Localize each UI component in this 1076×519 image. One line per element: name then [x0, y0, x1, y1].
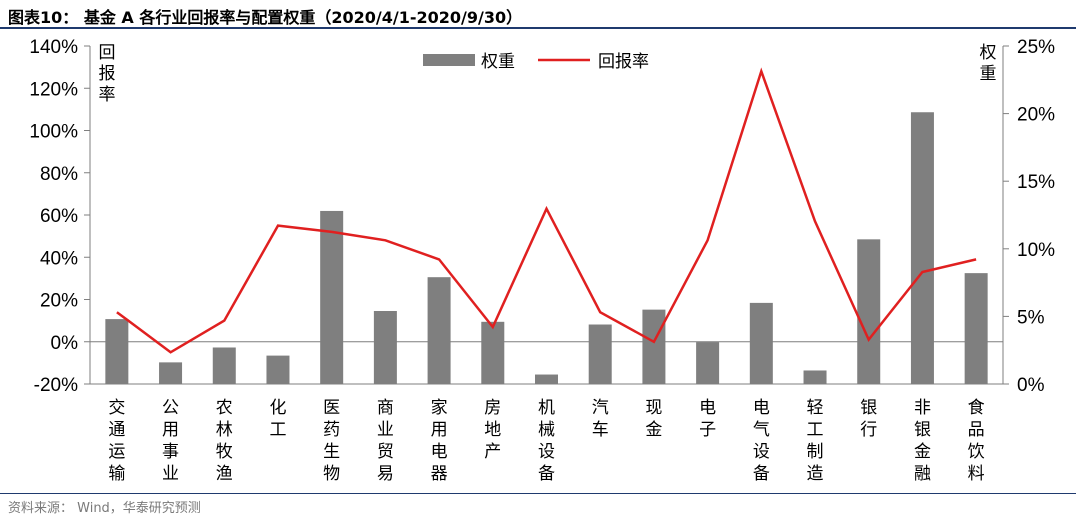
- left-tick-label: 20%: [40, 291, 78, 312]
- bar-食品饮料: [964, 273, 988, 384]
- category-label: 现金: [645, 398, 662, 440]
- category-label: 化工: [269, 398, 286, 440]
- bar-交通运输: [105, 319, 129, 384]
- bar-非银金融: [910, 112, 934, 385]
- left-tick-label: 120%: [29, 79, 78, 100]
- legend-line-label: 回报率: [598, 52, 649, 72]
- bar-机械设备: [535, 374, 558, 384]
- left-tick-label: 60%: [40, 206, 78, 227]
- right-tick-label: 0%: [1017, 375, 1045, 396]
- left-tick-label: 0%: [51, 333, 79, 354]
- bar-现金: [642, 309, 666, 384]
- category-label: 交通运输: [108, 398, 125, 484]
- bar-家用电器: [427, 277, 451, 384]
- title-divider: [0, 27, 1076, 29]
- right-tick-label: 15%: [1017, 172, 1055, 193]
- category-label: 轻工制造: [807, 398, 824, 484]
- category-label: 商业贸易: [377, 398, 394, 484]
- right-tick-label: 10%: [1017, 240, 1055, 261]
- bar-房地产: [481, 321, 505, 384]
- category-labels: 交通运输 公用事业 农林牧渔 化工 医药生物 商业贸易 家用电器 房地产 机械设备 汽车现金电子电…: [108, 398, 984, 484]
- bar-电气设备: [749, 302, 773, 384]
- line-series: [116, 67, 977, 354]
- source-divider: [0, 493, 1076, 494]
- bar-series: [105, 112, 988, 385]
- left-tick-label: 100%: [29, 122, 78, 143]
- category-label: 公用事业: [162, 398, 179, 484]
- legend-bar-label: 权重: [481, 52, 515, 72]
- category-label: 医药生物: [323, 398, 340, 484]
- bar-化工: [266, 355, 290, 384]
- bar-农林牧渔: [212, 347, 236, 384]
- right-tick-label: 25%: [1017, 37, 1055, 58]
- left-tick-label: 40%: [40, 248, 78, 269]
- category-label: 家用电器: [431, 398, 448, 484]
- category-label: 银行: [860, 398, 877, 440]
- category-label: 机械设备: [538, 398, 555, 484]
- category-label: 非银金融: [914, 398, 931, 484]
- left-tick-label: -20%: [34, 375, 78, 396]
- category-label: 农林牧渔: [216, 398, 233, 484]
- category-label: 电子: [699, 398, 716, 440]
- axes: -20% 0% 20% 40% 60% 80% 100% 120% 140% 0% 5% 10% 15%…: [29, 37, 1055, 396]
- return-line: [116, 67, 977, 354]
- category-label: 房地产: [484, 398, 501, 462]
- right-tick-label: 20%: [1017, 105, 1055, 126]
- bar-公用事业: [159, 362, 183, 384]
- legend: 权重 回报率: [423, 52, 649, 72]
- category-label: 电气设备: [753, 398, 770, 484]
- bar-商业贸易: [373, 310, 397, 384]
- right-tick-label: 5%: [1017, 307, 1045, 328]
- category-label: 汽车: [592, 398, 609, 440]
- category-label: 食品饮料: [968, 398, 985, 484]
- right-axis-label: 权重: [980, 43, 997, 84]
- bar-汽车: [588, 324, 612, 384]
- bar-银行: [857, 239, 881, 384]
- axis-labels: 回报率 权重: [99, 43, 997, 105]
- bar-轻工制造: [803, 370, 827, 384]
- left-tick-label: 80%: [40, 164, 78, 185]
- left-axis-label: 回报率: [99, 43, 116, 105]
- bar-电子: [696, 342, 720, 384]
- bar-医药生物: [320, 210, 344, 384]
- legend-bar-swatch: [423, 54, 475, 66]
- source-note: 资料来源： Wind，华泰研究预测: [8, 501, 201, 516]
- left-tick-label: 140%: [29, 37, 78, 58]
- chart-title: 图表10： 基金 A 各行业回报率与配置权重（2020/4/1-2020/9/3…: [8, 8, 523, 27]
